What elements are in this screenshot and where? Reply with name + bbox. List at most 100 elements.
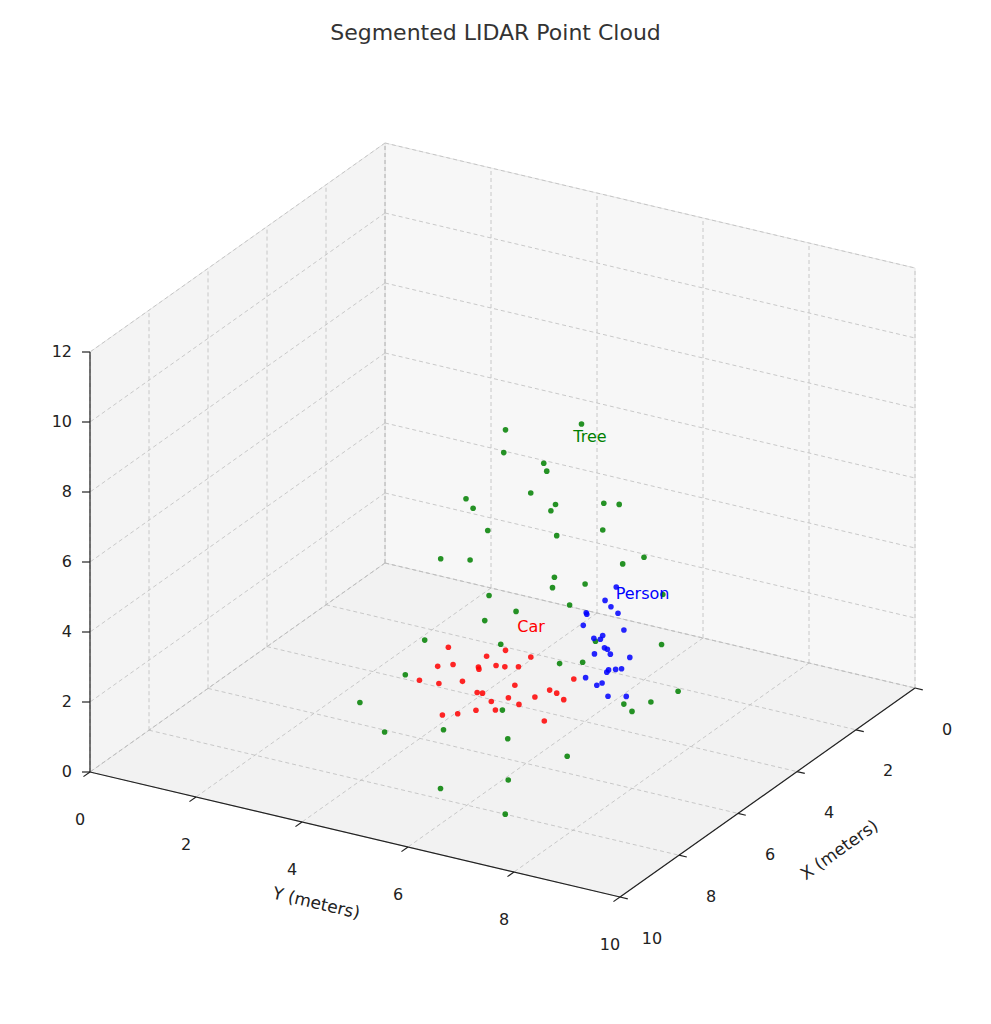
y-tick-label: 6 — [393, 885, 403, 904]
series-label: Car — [517, 617, 545, 636]
series-1 — [417, 645, 577, 724]
z-tick-label: 10 — [52, 412, 72, 431]
x-tick — [797, 772, 805, 774]
series-label: Person — [616, 584, 670, 603]
point — [435, 664, 441, 670]
point — [582, 581, 588, 587]
point — [584, 612, 590, 618]
point — [506, 695, 512, 701]
y-axis-title: Y (meters) — [270, 882, 362, 922]
point — [616, 502, 622, 508]
point — [599, 680, 605, 686]
point — [542, 718, 548, 724]
point — [608, 604, 614, 610]
point — [675, 688, 681, 694]
y-tick-label: 8 — [499, 910, 509, 929]
y-tick-label: 4 — [287, 860, 297, 879]
point — [621, 627, 627, 633]
z-tick — [82, 701, 90, 702]
point — [564, 753, 570, 759]
point — [571, 676, 577, 682]
grid-line-y — [915, 268, 916, 688]
series-label: Tree — [572, 427, 606, 446]
grid-line-y — [703, 218, 704, 638]
grid-line-y — [514, 663, 809, 872]
point — [482, 618, 488, 624]
plot-area — [357, 421, 681, 817]
point — [512, 682, 518, 688]
x-tick — [620, 897, 628, 899]
grid-line-x — [326, 605, 856, 730]
grid-line-z — [385, 563, 915, 688]
x-tick-label: 6 — [765, 845, 775, 864]
point — [532, 694, 538, 700]
grid-line-z — [90, 353, 385, 562]
point — [502, 664, 508, 670]
point — [605, 646, 611, 652]
point — [641, 555, 647, 561]
point — [592, 651, 598, 657]
grid-line-y — [408, 638, 703, 847]
point — [554, 690, 560, 696]
point — [502, 811, 508, 817]
z-tick-label: 2 — [62, 692, 72, 711]
grid-line-z — [90, 493, 385, 702]
point — [489, 699, 495, 705]
grid-line-y — [196, 588, 491, 797]
point — [548, 508, 554, 514]
point — [613, 667, 619, 673]
point — [485, 528, 491, 534]
x-tick-label: 4 — [824, 803, 834, 822]
x-tick — [856, 730, 864, 732]
point — [561, 697, 567, 703]
labels: Tree Car Person — [517, 427, 669, 636]
point — [403, 672, 409, 678]
x-tick-label: 10 — [642, 929, 662, 948]
point — [441, 727, 447, 733]
point — [602, 598, 608, 604]
point — [600, 527, 606, 533]
point — [580, 659, 586, 665]
point — [505, 736, 511, 742]
point — [547, 687, 553, 693]
point — [382, 729, 388, 735]
grid-line-z — [90, 283, 385, 492]
point — [648, 699, 654, 705]
y-tick-label: 2 — [181, 835, 191, 854]
point — [629, 709, 635, 715]
point — [619, 666, 625, 672]
y-tick — [83, 772, 90, 777]
point — [503, 648, 509, 654]
point — [500, 707, 506, 713]
x-tick-label: 8 — [706, 887, 716, 906]
point — [473, 708, 479, 714]
grid-line-z — [90, 563, 385, 772]
point — [528, 490, 534, 496]
point — [480, 690, 486, 696]
point — [493, 707, 499, 713]
point — [484, 653, 490, 659]
x-axis-title: X (meters) — [796, 815, 881, 884]
point — [417, 677, 423, 683]
grid-line-z — [385, 493, 915, 618]
x-tick-label: 2 — [883, 761, 893, 780]
z-tick — [82, 421, 90, 422]
point — [659, 642, 665, 648]
y-tick-label: 0 — [75, 810, 85, 829]
point — [594, 682, 600, 688]
grid-line-z — [90, 143, 385, 352]
point — [541, 461, 547, 467]
point — [440, 712, 446, 718]
point — [620, 561, 626, 567]
point — [470, 505, 476, 511]
point — [476, 666, 482, 672]
title: Segmented LIDAR Point Cloud — [330, 20, 661, 45]
point — [516, 664, 522, 670]
x-tick — [915, 688, 923, 690]
grid-line-z — [385, 423, 915, 548]
y-tick-label: 10 — [600, 935, 620, 954]
z-tick-label: 0 — [62, 762, 72, 781]
point — [557, 661, 563, 667]
z-tick-label: 6 — [62, 552, 72, 571]
grid-line-y — [302, 613, 597, 822]
